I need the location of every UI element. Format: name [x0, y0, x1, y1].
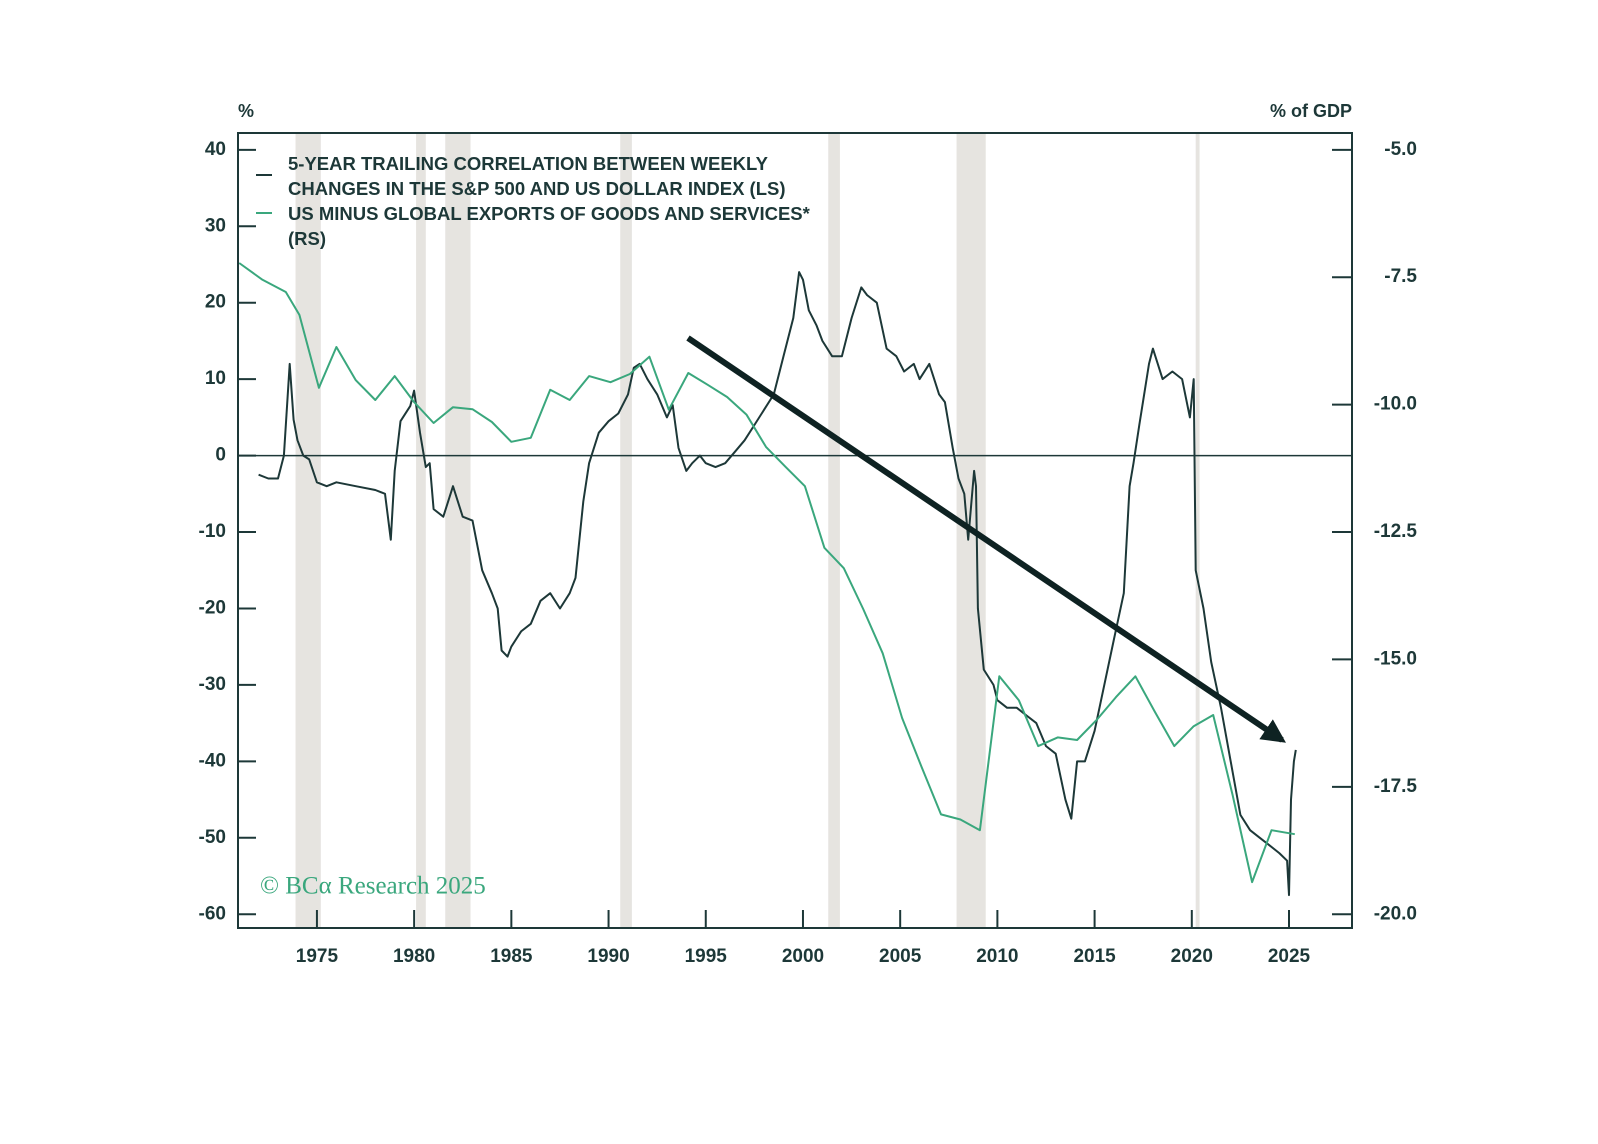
series-line	[258, 271, 1297, 897]
x-tick-label: 1975	[296, 946, 339, 967]
x-tick-label: 2020	[1171, 946, 1213, 967]
trend-arrow	[686, 335, 1286, 743]
recession-band	[416, 133, 426, 928]
x-tick-label: 2010	[976, 946, 1018, 967]
y-tick-label: 10	[205, 368, 226, 389]
y-tick-label: 30	[205, 215, 226, 236]
y2-tick-label: -12.5	[1374, 521, 1418, 542]
y-tick-label: 0	[215, 445, 226, 466]
y-tick-label: -60	[199, 903, 226, 924]
recession-band	[295, 133, 321, 928]
y2-tick-label: -17.5	[1374, 776, 1418, 797]
y2-unit-label: % of GDP	[1270, 101, 1352, 121]
y-tick-label: -30	[199, 674, 226, 695]
y-tick-label: -40	[199, 750, 226, 771]
y2-tick-label: -20.0	[1374, 903, 1417, 924]
y-tick-label: 40	[205, 139, 226, 160]
recession-band	[1195, 133, 1200, 928]
legend-entry: 5-YEAR TRAILING CORRELATION BETWEEN WEEK…	[288, 153, 786, 199]
axes: -60 -50 -40 -30 -20 -10 0 10 20 30 40 -20.0 -17.5 -15…	[199, 139, 1418, 967]
x-tick-label: 1995	[685, 946, 728, 967]
x-tick-label: 1980	[393, 946, 435, 967]
x-tick-label: 2000	[782, 946, 824, 967]
y-tick-label: -50	[199, 827, 226, 848]
y-unit-label: %	[238, 101, 254, 121]
recession-band	[620, 133, 632, 928]
plot-frame	[237, 132, 1353, 929]
legend-entry: US MINUS GLOBAL EXPORTS OF GOODS AND SER…	[288, 203, 810, 249]
y2-tick-label: -10.0	[1374, 394, 1417, 415]
copyright: © BCα Research 2025	[260, 873, 486, 900]
x-tick-label: 1985	[490, 946, 533, 967]
recession-band	[445, 133, 471, 928]
y2-tick-label: -7.5	[1384, 266, 1417, 287]
x-tick-label: 1990	[587, 946, 629, 967]
y-tick-label: 20	[205, 292, 226, 313]
y-tick-label: -10	[199, 521, 226, 542]
y-tick-label: -20	[199, 597, 226, 618]
recession-band	[828, 133, 840, 928]
x-tick-label: 2005	[879, 946, 922, 967]
series-line	[238, 262, 1295, 884]
x-tick-label: 2025	[1268, 946, 1311, 967]
series-lines	[238, 262, 1297, 897]
x-tick-label: 2015	[1073, 946, 1116, 967]
y2-tick-label: -15.0	[1374, 648, 1417, 669]
y2-tick-label: -5.0	[1384, 139, 1417, 160]
recession-bands	[295, 133, 1200, 928]
